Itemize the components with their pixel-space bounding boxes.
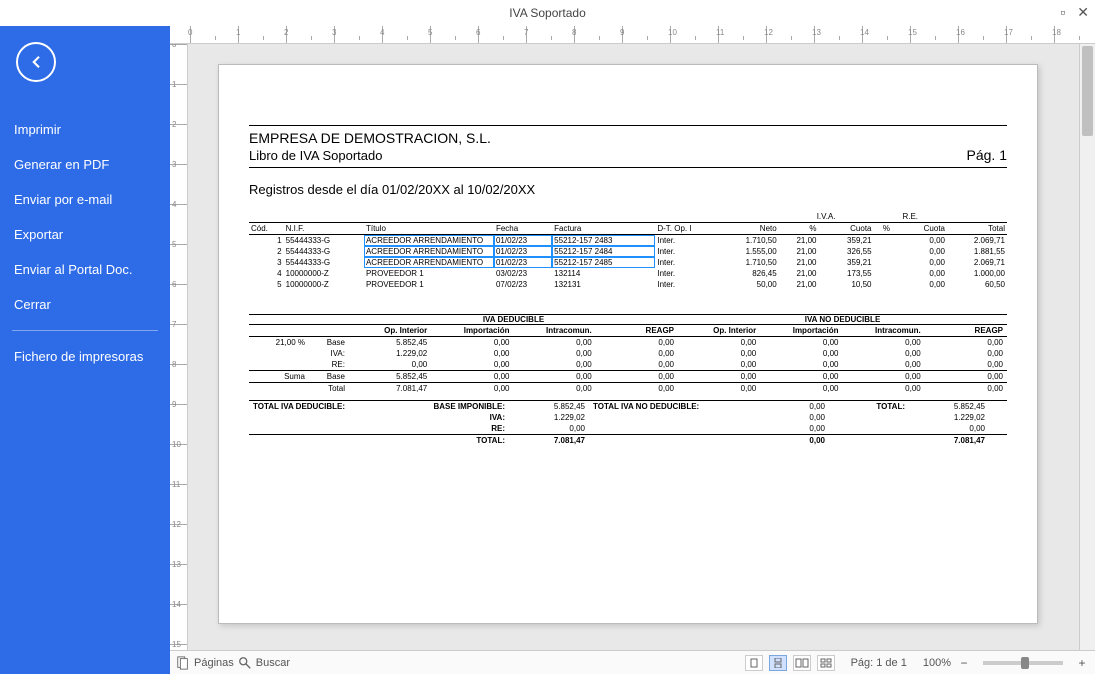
tot-re-c: 0,00 [909,423,989,434]
tot-v2a: 0,00 [749,401,829,412]
group-re: R.E. [874,211,947,223]
col-re-cuota: Cuota [892,223,947,235]
tot-l1: TOTAL IVA DEDUCIBLE: [249,401,389,412]
subcol-0: Op. Interior [349,325,431,336]
tot-re-a: 0,00 [509,423,589,434]
close-icon[interactable]: ✕ [1077,4,1089,21]
summary-row: Total7.081,470,000,000,000,000,000,000,0… [249,382,1007,394]
table-row: 410000000-ZPROVEEDOR 103/02/23132114Inte… [249,268,1007,279]
tot-tot-a: 7.081,47 [509,435,589,446]
date-range: Registros desde el día 01/02/20XX al 10/… [249,182,1007,197]
sidebar-exportar[interactable]: Exportar [0,217,170,252]
tot-l3: TOTAL: [829,401,909,412]
tot-v3a: 5.852,45 [909,401,989,412]
scrollbar-thumb[interactable] [1082,46,1093,136]
col-fecha: Fecha [494,223,552,235]
sidebar-separator [12,330,158,331]
subcol-3: REAGP [596,325,678,336]
zoom-out-icon[interactable]: − [957,656,971,670]
col-neto: Neto [719,223,779,235]
col-total: Total [947,223,1007,235]
sidebar: Imprimir Generar en PDF Enviar por e-mai… [0,26,170,674]
table-row: 510000000-ZPROVEEDOR 107/02/23132131Inte… [249,279,1007,290]
zoom-slider[interactable] [983,661,1063,665]
sidebar-enviar-portal[interactable]: Enviar al Portal Doc. [0,252,170,287]
tot-iva-a: 1.229,02 [509,412,589,423]
summary-row: RE:0,000,000,000,000,000,000,000,00 [249,359,1007,370]
subcol-1: Importación [431,325,513,336]
zoom-knob[interactable] [1021,657,1029,669]
col-iva-pct: % [779,223,819,235]
ruler-vertical: 012345678910111213141516 [170,44,188,650]
sidebar-imprimir[interactable]: Imprimir [0,112,170,147]
pages-icon[interactable] [176,656,190,670]
back-button[interactable] [16,42,56,82]
window-title: IVA Soportado [509,6,586,20]
statusbar: Páginas Buscar Pág: 1 de 1 100% − + [170,650,1095,674]
col-re-pct: % [874,223,892,235]
view-grid-icon[interactable] [817,655,835,671]
subcol-4: Op. Interior [678,325,760,336]
sidebar-cerrar[interactable]: Cerrar [0,287,170,322]
tot-iva-c: 1.229,02 [909,412,989,423]
statusbar-buscar[interactable]: Buscar [256,657,290,669]
vertical-scrollbar[interactable] [1079,44,1095,650]
tot-tot-b: 0,00 [749,435,829,446]
sidebar-enviar-email[interactable]: Enviar por e-mail [0,182,170,217]
summary-row: 21,00 %Base5.852,450,000,000,000,000,000… [249,337,1007,348]
col-nif: N.I.F. [284,223,364,235]
maximize-icon[interactable]: ▫ [1060,4,1065,21]
sidebar-fichero-impresoras[interactable]: Fichero de impresoras [0,339,170,374]
group-iva: I.V.A. [779,211,874,223]
grand-totals: TOTAL IVA DEDUCIBLE: BASE IMPONIBLE: 5.8… [249,400,1007,446]
summary-row: SumaBase5.852,450,000,000,000,000,000,00… [249,370,1007,382]
view-continuous-icon[interactable] [769,655,787,671]
statusbar-paginas[interactable]: Páginas [194,657,234,669]
tot-tot-lbl: TOTAL: [389,435,509,446]
tot-re-lbl: RE: [389,423,509,434]
view-single-icon[interactable] [745,655,763,671]
sec2-h1: IVA DEDUCIBLE [349,315,678,324]
company-name: EMPRESA DE DEMOSTRACION, S.L. [249,130,491,146]
subcol-6: Intracomun. [843,325,925,336]
col-factura: Factura [552,223,655,235]
entries-table: I.V.A. R.E. Cód. N.I.F. Título Fecha Fac… [249,211,1007,290]
tot-l2: TOTAL IVA NO DEDUCIBLE: [589,401,749,412]
report-page: EMPRESA DE DEMOSTRACION, S.L. Libro de I… [218,64,1038,624]
col-titulo: Título [364,223,494,235]
subcol-7: REAGP [925,325,1007,336]
zoom-level: 100% [923,657,951,669]
tot-re-b: 0,00 [749,423,829,434]
col-cod: Cód. [249,223,284,235]
tot-v1a: 5.852,45 [509,401,589,412]
book-title: Libro de IVA Soportado [249,148,491,163]
arrow-left-icon [27,53,45,71]
zoom-in-icon[interactable]: + [1075,656,1089,670]
page-number: Pág. 1 [967,147,1007,163]
table-row: 355444333-GACREEDOR ARRENDAMIENTO01/02/2… [249,257,1007,268]
tot-iva-b: 0,00 [749,412,829,423]
sidebar-generar-pdf[interactable]: Generar en PDF [0,147,170,182]
col-dt: D-T. Op. I [655,223,718,235]
sec2-h2: IVA NO DEDUCIBLE [678,315,1007,324]
tot-tot-c: 7.081,47 [909,435,989,446]
table-row: 155444333-GACREEDOR ARRENDAMIENTO01/02/2… [249,235,1007,247]
tot-m1: BASE IMPONIBLE: [389,401,509,412]
table-row: 255444333-GACREEDOR ARRENDAMIENTO01/02/2… [249,246,1007,257]
tot-iva-lbl: IVA: [389,412,509,423]
summary-section: IVA DEDUCIBLE IVA NO DEDUCIBLE Op. Inter… [249,314,1007,394]
preview-canvas[interactable]: EMPRESA DE DEMOSTRACION, S.L. Libro de I… [188,44,1079,650]
titlebar: IVA Soportado ▫ ✕ [0,0,1095,26]
view-two-page-icon[interactable] [793,655,811,671]
ruler-horizontal: 01234567891011121314151617181920 [170,26,1095,44]
summary-row: IVA:1.229,020,000,000,000,000,000,000,00 [249,348,1007,359]
search-icon[interactable] [238,656,252,670]
col-iva-cuota: Cuota [819,223,874,235]
subcol-2: Intracomun. [514,325,596,336]
viewer: 01234567891011121314151617181920 0123456… [170,26,1095,674]
page-info: Pág: 1 de 1 [851,657,907,669]
subcol-5: Importación [760,325,842,336]
